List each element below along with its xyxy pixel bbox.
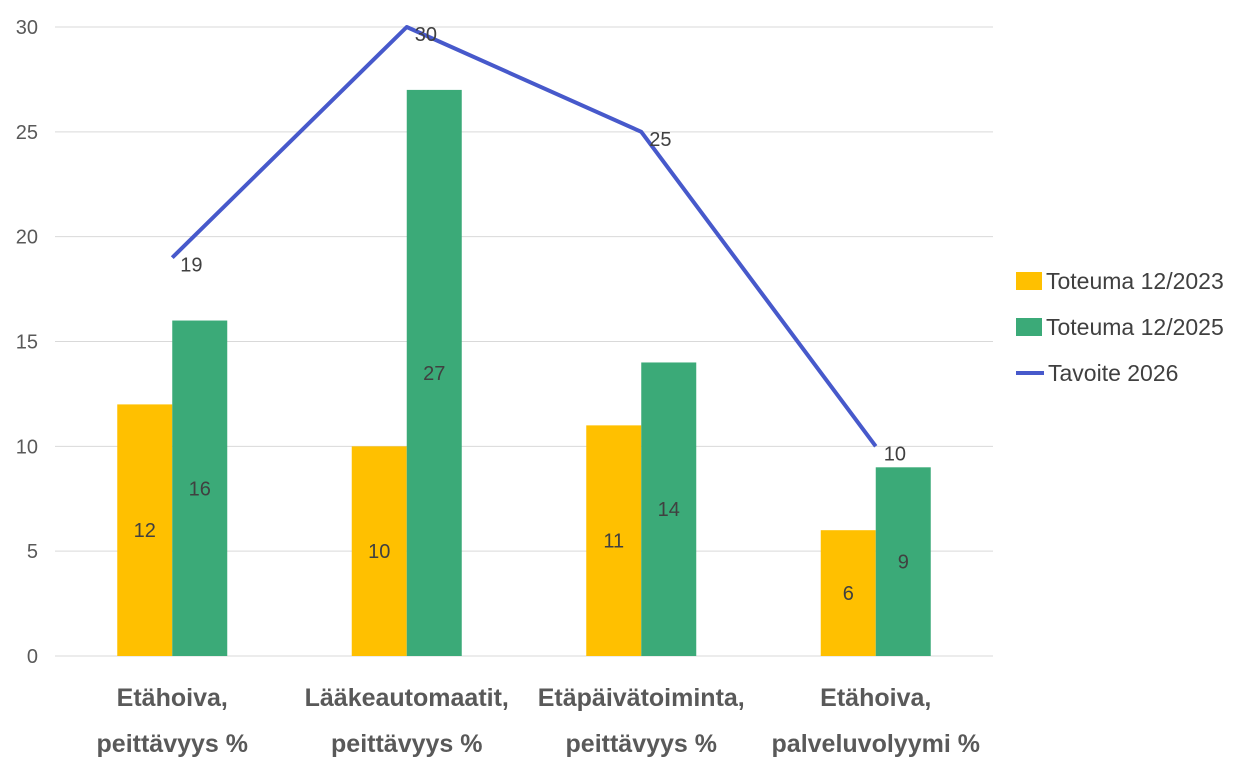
- legend-item-toteuma-2023: Toteuma 12/2023: [1016, 258, 1224, 304]
- line-label-c2: 25: [649, 129, 671, 151]
- y-tick-label-0: 0: [27, 646, 38, 668]
- bar-s1-c2: [641, 362, 697, 656]
- y-tick-label-25: 25: [16, 122, 38, 144]
- x-category-label-2-line-1: peittävyys %: [566, 730, 717, 758]
- x-category-label-3-line-0: Etähoiva,: [820, 684, 931, 712]
- bar-s1-c0: [172, 320, 228, 656]
- line-label-c3: 10: [884, 443, 906, 465]
- y-tick-label-15: 15: [16, 332, 38, 354]
- bar-s0-c1: [351, 446, 407, 656]
- legend-label-toteuma-2025: Toteuma 12/2025: [1046, 313, 1224, 340]
- y-tick-label-10: 10: [16, 436, 38, 458]
- x-category-label-0-line-1: peittävyys %: [97, 730, 248, 758]
- x-category-label-1-line-1: peittävyys %: [331, 730, 482, 758]
- line-series-2: [170, 25, 878, 448]
- bar-label-s0-c0: 12: [134, 520, 156, 542]
- bar-s0-c0: [117, 404, 173, 656]
- bar-s0-c2: [586, 425, 642, 656]
- x-category-label-3-line-1: palveluvolyymi %: [772, 730, 980, 758]
- y-tick-label-20: 20: [16, 227, 38, 249]
- legend-label-tavoite-2026: Tavoite 2026: [1048, 359, 1179, 386]
- line-label-c1: 30: [415, 24, 437, 46]
- x-category-label-0-line-0: Etähoiva,: [117, 684, 228, 712]
- legend: Toteuma 12/2023 Toteuma 12/2025 Tavoite …: [1016, 258, 1224, 396]
- bar-s1-c3: [875, 467, 931, 656]
- bar-label-s1-c3: 9: [898, 552, 909, 574]
- legend-label-toteuma-2023: Toteuma 12/2023: [1046, 267, 1224, 294]
- y-tick-label-5: 5: [27, 541, 38, 563]
- legend-item-tavoite-2026: Tavoite 2026: [1016, 350, 1224, 396]
- bar-label-s1-c1: 27: [423, 363, 445, 385]
- bar-label-s0-c1: 10: [368, 541, 390, 563]
- y-tick-label-30: 30: [16, 17, 38, 39]
- x-category-label-1-line-0: Lääkeautomaatit,: [305, 684, 509, 712]
- x-category-label-2-line-0: Etäpäivätoiminta,: [538, 684, 745, 712]
- legend-swatch-toteuma-2023: [1016, 272, 1042, 290]
- bar-label-s1-c2: 14: [658, 499, 680, 521]
- bar-label-s0-c3: 6: [843, 583, 854, 605]
- bar-label-s1-c0: 16: [189, 478, 211, 500]
- legend-swatch-toteuma-2025: [1016, 318, 1042, 336]
- line-label-c0: 19: [180, 255, 202, 277]
- bar-s1-c1: [406, 89, 462, 656]
- legend-item-toteuma-2025: Toteuma 12/2025: [1016, 304, 1224, 350]
- legend-swatch-tavoite-2026: [1016, 371, 1044, 375]
- bar-s0-c3: [820, 530, 876, 656]
- bar-label-s0-c2: 11: [603, 531, 624, 553]
